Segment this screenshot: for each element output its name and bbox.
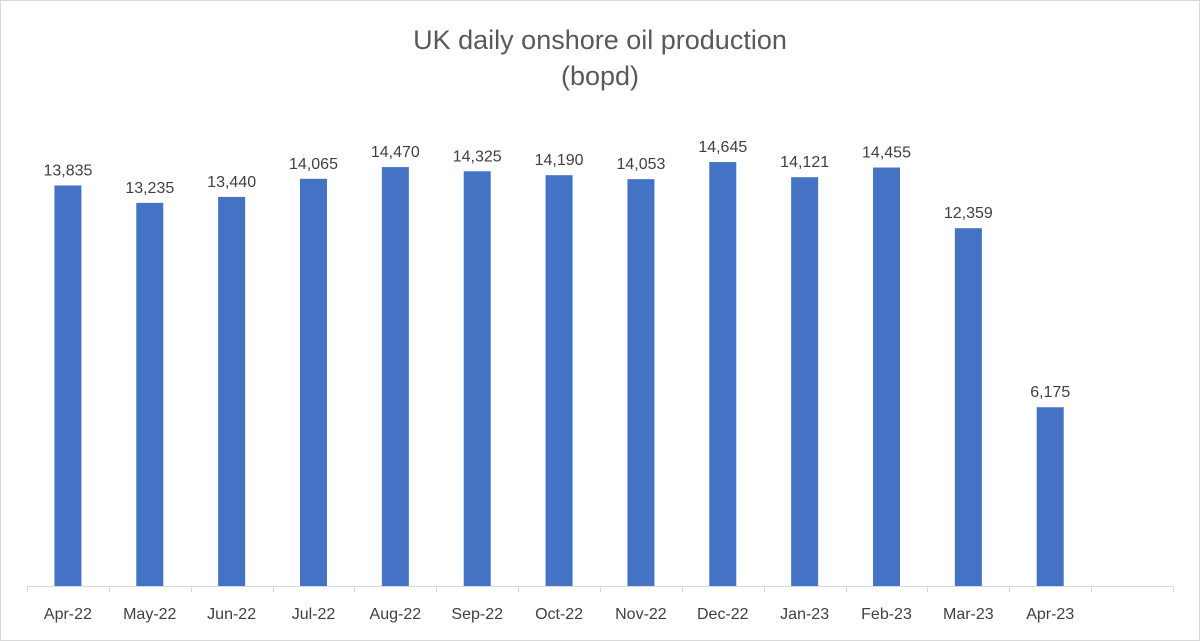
x-tick-label: Dec-22 <box>697 606 749 623</box>
bar-jan-23 <box>791 177 819 586</box>
bar-jun-22 <box>218 196 246 587</box>
x-tick-label: Jun-22 <box>207 606 256 623</box>
chart-title-line2: (bopd) <box>560 61 640 91</box>
x-tick-label: Oct-22 <box>535 606 583 623</box>
data-label: 14,645 <box>698 139 747 156</box>
bar-nov-22 <box>627 179 655 586</box>
data-label: 14,190 <box>535 152 584 169</box>
bar-dec-22 <box>709 162 737 586</box>
bar-may-22 <box>136 202 164 587</box>
chart-title-line1: UK daily onshore oil production <box>413 25 787 55</box>
data-label: 6,175 <box>1030 384 1070 401</box>
x-tick-label: May-22 <box>123 606 176 623</box>
bar-apr-22 <box>54 185 82 586</box>
bar-oct-22 <box>545 175 573 586</box>
x-tick-label: Apr-23 <box>1026 606 1074 623</box>
x-tick-label: Jul-22 <box>292 606 336 623</box>
data-label: 13,835 <box>43 162 92 179</box>
bar-sep-22 <box>463 171 491 586</box>
x-tick-label: Feb-23 <box>861 606 912 623</box>
x-tick-label: Sep-22 <box>451 606 503 623</box>
x-tick-label: Apr-22 <box>44 606 92 623</box>
data-label: 12,359 <box>944 205 993 222</box>
bar-mar-23 <box>954 228 982 586</box>
x-tick-label: Nov-22 <box>615 606 667 623</box>
x-tick-label: Aug-22 <box>370 606 422 623</box>
bar-jul-22 <box>300 178 327 587</box>
data-label: 14,053 <box>616 156 665 173</box>
chart-title: UK daily onshore oil production (bopd) <box>0 22 1200 94</box>
bar-feb-23 <box>873 167 900 586</box>
bar-aug-22 <box>381 167 409 586</box>
data-label: 13,235 <box>125 180 174 197</box>
x-tick-label: Mar-23 <box>943 606 994 623</box>
x-tick-label: Jan-23 <box>780 606 829 623</box>
data-label: 14,325 <box>453 148 502 165</box>
data-label: 14,065 <box>289 156 338 173</box>
data-label: 14,455 <box>862 145 911 162</box>
data-label: 13,440 <box>207 174 256 191</box>
bar-apr-23 <box>1036 407 1064 586</box>
data-label: 14,121 <box>780 154 829 171</box>
data-label: 14,470 <box>371 144 420 161</box>
